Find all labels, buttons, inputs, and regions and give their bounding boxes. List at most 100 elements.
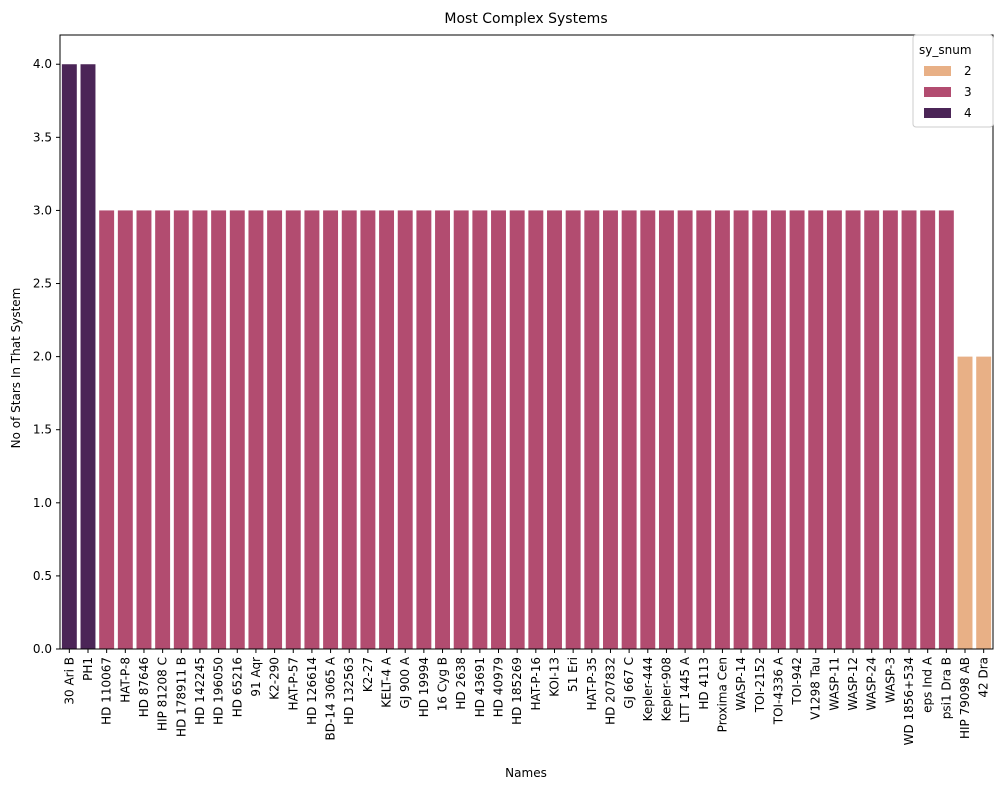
x-tick-label: BD-14 3065 A xyxy=(324,656,338,740)
y-tick-label: 0.5 xyxy=(33,569,52,583)
x-tick-label: HD 43691 xyxy=(473,657,487,717)
x-tick-label: WD 1856+534 xyxy=(902,657,916,745)
legend-swatch xyxy=(924,108,951,118)
bar xyxy=(901,210,917,649)
x-tick-label: HAT-P-16 xyxy=(529,657,543,710)
x-tick-label: HD 65216 xyxy=(230,657,244,717)
bar xyxy=(920,210,936,649)
x-tick-label: LTT 1445 A xyxy=(678,656,692,723)
legend-swatch xyxy=(924,87,951,97)
x-tick-label: Kepler-908 xyxy=(659,657,673,721)
legend-frame xyxy=(912,34,994,128)
bar xyxy=(435,210,450,649)
bar xyxy=(453,210,469,649)
x-tick-label: 16 Cyg B xyxy=(436,657,450,711)
legend-label: 2 xyxy=(964,64,972,78)
x-tick-label: HIP 81208 C xyxy=(156,657,170,731)
x-tick-label: 30 Ari B xyxy=(62,657,76,705)
y-tick-label: 4.0 xyxy=(33,57,52,71)
bar xyxy=(621,210,637,649)
x-tick-label: HAT-P-57 xyxy=(286,657,300,710)
x-tick-label: HAT-P-35 xyxy=(585,657,599,710)
bar xyxy=(864,210,880,649)
x-tick-label: HD 40979 xyxy=(492,657,506,717)
x-tick-label: TOI-942 xyxy=(790,657,804,706)
y-tick-label: 0.0 xyxy=(33,642,52,656)
bar xyxy=(565,210,581,649)
bar xyxy=(211,210,227,649)
x-tick-label: HD 126614 xyxy=(305,657,319,725)
legend-swatch xyxy=(924,66,951,76)
bar xyxy=(789,210,805,649)
bar xyxy=(341,210,357,649)
bar xyxy=(547,210,562,649)
bar xyxy=(491,210,506,649)
x-tick-label: HD 132563 xyxy=(342,657,356,725)
bar xyxy=(677,210,693,649)
plot-area xyxy=(59,34,994,650)
bar xyxy=(845,210,861,649)
x-tick-label: HD 196050 xyxy=(212,657,226,725)
x-tick-label: Proxima Cen xyxy=(715,657,729,732)
bar xyxy=(360,210,376,649)
bar xyxy=(584,210,600,649)
bar xyxy=(882,210,898,649)
bar xyxy=(61,64,77,650)
bar xyxy=(80,64,96,650)
bar xyxy=(714,210,730,649)
bar xyxy=(155,210,171,649)
x-tick-label: HAT-P-8 xyxy=(118,657,132,703)
bar xyxy=(416,210,432,649)
y-tick-label: 2.5 xyxy=(33,277,52,291)
x-tick-label: K2-290 xyxy=(268,657,282,700)
bar xyxy=(603,210,618,649)
x-tick-label: HD 87646 xyxy=(137,657,151,717)
x-tick-label: GJ 900 A xyxy=(398,656,412,708)
x-tick-label: TOI-4336 A xyxy=(771,656,785,725)
bar xyxy=(808,210,824,649)
x-tick-label: KELT-4 A xyxy=(380,656,394,707)
bar xyxy=(696,210,712,649)
bar xyxy=(509,210,525,649)
x-tick-label: TOI-2152 xyxy=(753,657,767,713)
bar xyxy=(229,210,245,649)
x-tick-label: WASP-3 xyxy=(883,657,897,703)
chart-title: Most Complex Systems xyxy=(444,11,607,27)
legend: sy_snum 2 3 4 xyxy=(912,34,994,128)
x-tick-label: Kepler-444 xyxy=(641,657,655,721)
x-tick-label: 91 Aqr xyxy=(249,657,263,697)
x-tick-label: psi1 Dra B xyxy=(939,657,953,719)
bar xyxy=(267,210,283,649)
bar xyxy=(136,210,152,649)
x-tick-label: HD 110067 xyxy=(100,657,114,725)
bar xyxy=(379,210,395,649)
x-tick-label: KOI-13 xyxy=(547,657,561,697)
bar xyxy=(957,356,973,649)
x-tick-label: WASP-24 xyxy=(865,657,879,711)
bar xyxy=(397,210,413,649)
x-tick-label: HD 19994 xyxy=(417,657,431,717)
plot-frame xyxy=(59,34,994,650)
y-tick-label: 1.5 xyxy=(33,423,52,437)
bar xyxy=(192,210,208,649)
bar xyxy=(528,210,544,649)
bar xyxy=(173,210,189,649)
legend-label: 3 xyxy=(964,85,972,99)
bar xyxy=(770,210,786,649)
bar xyxy=(752,210,768,649)
bar xyxy=(658,210,674,649)
x-tick-label: WASP-14 xyxy=(734,657,748,711)
bar xyxy=(938,210,954,649)
x-tick-label: WASP-11 xyxy=(827,657,841,711)
x-tick-label: HD 2638 xyxy=(454,657,468,710)
x-axis: 30 Ari B PH1 HD 110067 HAT-P-8 HD 87646 HIP 8… xyxy=(62,649,991,745)
bar xyxy=(248,210,264,649)
x-tick-label: K2-27 xyxy=(361,657,375,692)
bar xyxy=(323,210,339,649)
legend-title: sy_snum xyxy=(919,43,972,57)
bar xyxy=(472,210,488,649)
y-tick-label: 1.0 xyxy=(33,496,52,510)
x-tick-label: HD 4113 xyxy=(697,657,711,710)
x-tick-label: WASP-12 xyxy=(846,657,860,711)
y-axis-title: No of Stars In That System xyxy=(9,288,23,449)
